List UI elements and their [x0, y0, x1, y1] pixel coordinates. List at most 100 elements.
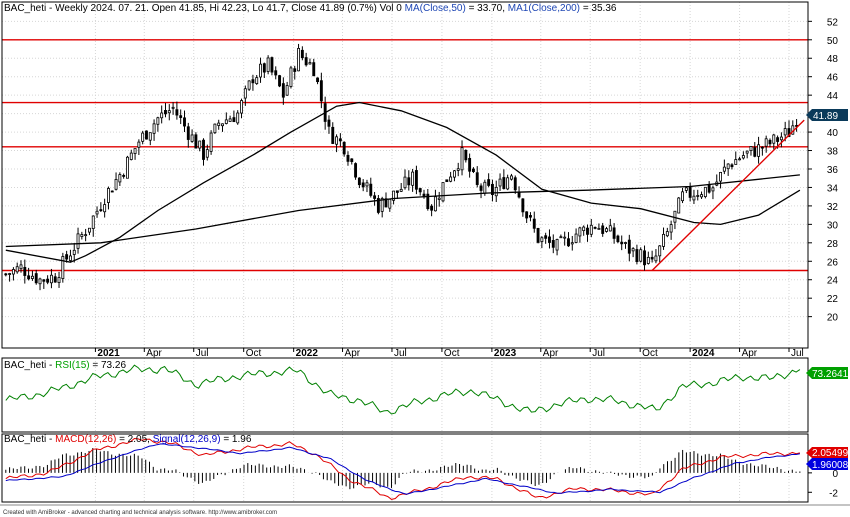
candle-body — [589, 224, 593, 235]
candle — [319, 72, 323, 109]
candle — [304, 52, 308, 67]
candle — [521, 198, 525, 217]
rsi-tag: 73.2641 — [806, 367, 849, 380]
candle-body — [34, 273, 38, 284]
candle-body — [274, 70, 278, 76]
candle-body — [449, 176, 453, 182]
candle — [605, 226, 608, 233]
indicators — [5, 364, 801, 500]
panel-frame — [1, 1, 809, 349]
candle — [76, 227, 80, 254]
candle — [730, 163, 734, 170]
candle-body — [483, 181, 487, 194]
panel-frame — [1, 357, 809, 433]
candle-body — [639, 249, 643, 262]
candle-body — [171, 106, 175, 109]
candle — [103, 198, 107, 218]
candle — [221, 123, 224, 132]
candle — [513, 175, 517, 194]
candle — [289, 65, 293, 89]
x-tick-label: Jul — [196, 348, 209, 359]
candle-body — [779, 136, 783, 141]
candle — [787, 120, 791, 137]
candle-body — [114, 179, 118, 190]
candle — [490, 179, 494, 202]
candle-body — [228, 118, 232, 122]
candle — [240, 98, 243, 119]
candle-body — [529, 215, 532, 218]
ma50-label: MA(Close,50) — [405, 3, 466, 14]
x-tick-label: 2023 — [494, 348, 517, 359]
candle — [719, 171, 723, 189]
candle — [563, 231, 567, 246]
candle — [392, 190, 396, 205]
candle-body — [133, 148, 137, 154]
candle — [23, 259, 27, 284]
candle — [232, 110, 236, 123]
candle-body — [563, 236, 567, 239]
candle — [681, 187, 684, 204]
candle-body — [80, 234, 84, 237]
candle — [357, 177, 361, 189]
candle-body — [612, 227, 616, 239]
candle-body — [247, 80, 251, 90]
candle-body — [635, 249, 639, 262]
candle — [205, 144, 209, 161]
candle — [34, 269, 38, 285]
candle-body — [342, 141, 346, 155]
candle-body — [327, 119, 331, 127]
candle — [247, 80, 251, 91]
candle-body — [392, 190, 396, 201]
candle-body — [407, 177, 411, 186]
x-tick-label: Jul — [394, 348, 407, 359]
candle — [133, 148, 137, 160]
candle-body — [479, 185, 483, 191]
candle — [768, 138, 772, 148]
candle — [745, 150, 749, 159]
candle — [764, 135, 768, 153]
candle — [84, 228, 88, 242]
candle — [30, 270, 34, 281]
y-tick-label: 40 — [827, 128, 839, 139]
candle — [259, 57, 262, 83]
candle — [441, 182, 445, 203]
candle — [122, 173, 126, 179]
candle — [145, 130, 148, 140]
candle-body — [266, 57, 270, 72]
candle — [639, 247, 643, 263]
candle-body — [719, 172, 723, 182]
candle-body — [72, 249, 76, 255]
candle-body — [772, 134, 776, 144]
candle — [475, 166, 479, 188]
candle — [224, 112, 228, 125]
candle-body — [403, 176, 407, 189]
candle-body — [627, 239, 631, 254]
candle — [612, 223, 616, 244]
candle — [589, 218, 593, 238]
candle — [582, 225, 586, 236]
candle — [42, 279, 46, 289]
candle — [460, 140, 464, 176]
candle — [772, 133, 776, 150]
candle — [498, 173, 502, 191]
candle-body — [624, 242, 627, 244]
candle — [53, 273, 57, 283]
candle-body — [103, 204, 107, 213]
y-tick-label: 36 — [827, 165, 839, 176]
candle-body — [677, 197, 681, 214]
candle-body — [316, 77, 320, 83]
candle — [433, 189, 437, 212]
y-tick-label: 46 — [827, 73, 839, 84]
x-tick-label: Oct — [642, 348, 658, 359]
candle — [266, 55, 270, 75]
candle-body — [209, 132, 213, 152]
x-tick-label: 2022 — [296, 348, 319, 359]
candle-body — [548, 236, 551, 243]
candle — [300, 46, 304, 61]
candle — [361, 179, 365, 192]
candle-body — [441, 182, 445, 202]
candle — [506, 174, 510, 191]
candle — [567, 232, 570, 247]
candle — [468, 153, 472, 178]
